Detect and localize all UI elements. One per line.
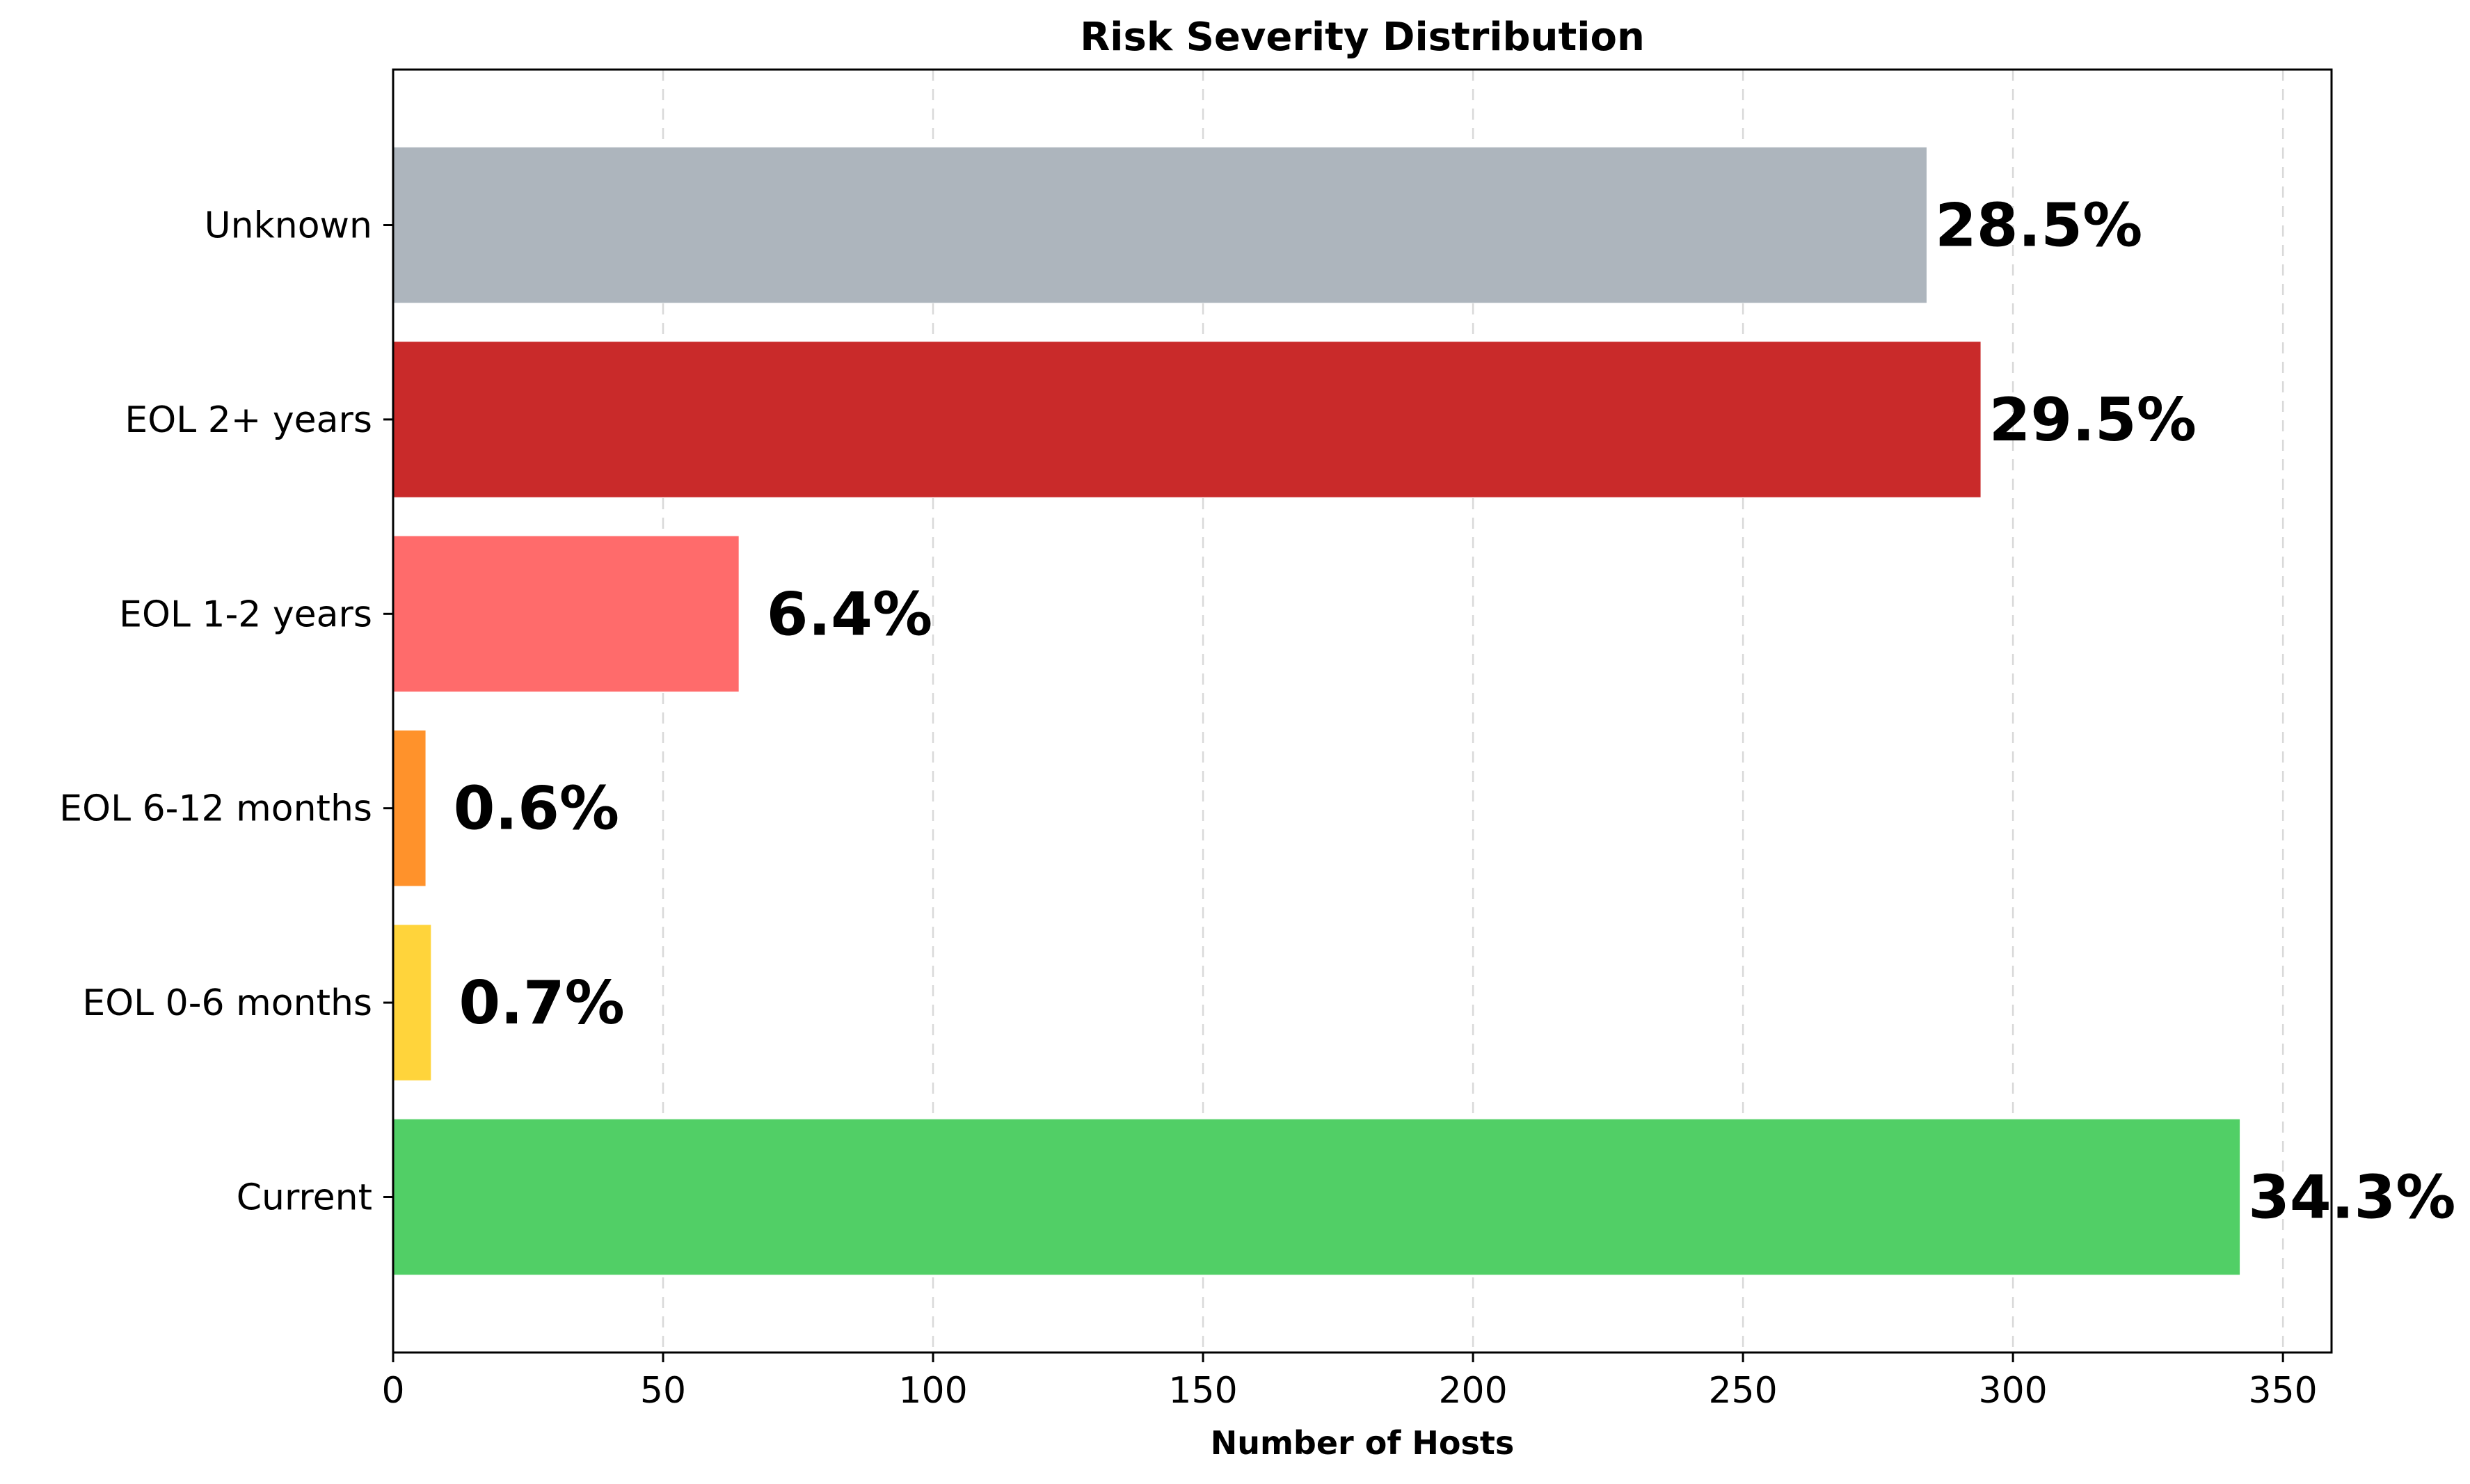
x-axis-label: Number of Hosts [1211, 1424, 1514, 1462]
bar-data-label: 0.7% [459, 968, 625, 1038]
bar-data-label: 6.4% [767, 580, 933, 649]
x-tick-label: 50 [640, 1370, 686, 1412]
y-axis-ticks: Current EOL 0-6 months EOL 6-12 months EOL … [59, 205, 393, 1218]
y-tick-label: Unknown [205, 205, 372, 247]
x-tick-label: 100 [898, 1370, 967, 1412]
bar-data-label: 28.5% [1935, 191, 2142, 261]
y-tick-label: EOL 6-12 months [59, 788, 372, 830]
y-tick-label: EOL 2+ years [125, 399, 372, 441]
x-tick-label: 300 [1979, 1370, 2048, 1412]
bar [393, 147, 1927, 303]
chart-title: Risk Severity Distribution [1080, 15, 1645, 60]
data-labels: 34.3% 0.7% 0.6% 6.4% 29.5% 28.5% [454, 191, 2456, 1233]
bar [393, 1119, 2240, 1275]
x-tick-label: 150 [1168, 1370, 1237, 1412]
x-tick-label: 250 [1708, 1370, 1777, 1412]
x-axis-ticks: 0 50 100 150 200 250 300 350 [381, 1353, 2318, 1412]
bar-data-label: 29.5% [1989, 385, 2197, 455]
y-tick-label: Current [237, 1176, 372, 1218]
y-tick-label: EOL 0-6 months [82, 982, 372, 1024]
bars [393, 147, 2240, 1275]
bar [393, 536, 739, 692]
bar [393, 925, 431, 1080]
plot-area-frame [392, 68, 2333, 1354]
bar-data-label: 0.6% [454, 774, 620, 844]
x-tick-label: 0 [381, 1370, 404, 1412]
x-tick-label: 350 [2249, 1370, 2318, 1412]
x-tick-label: 200 [1438, 1370, 1507, 1412]
y-tick-label: EOL 1-2 years [119, 593, 372, 635]
bar [393, 730, 426, 886]
bar-data-label: 34.3% [2248, 1163, 2455, 1232]
bar [393, 342, 1981, 497]
